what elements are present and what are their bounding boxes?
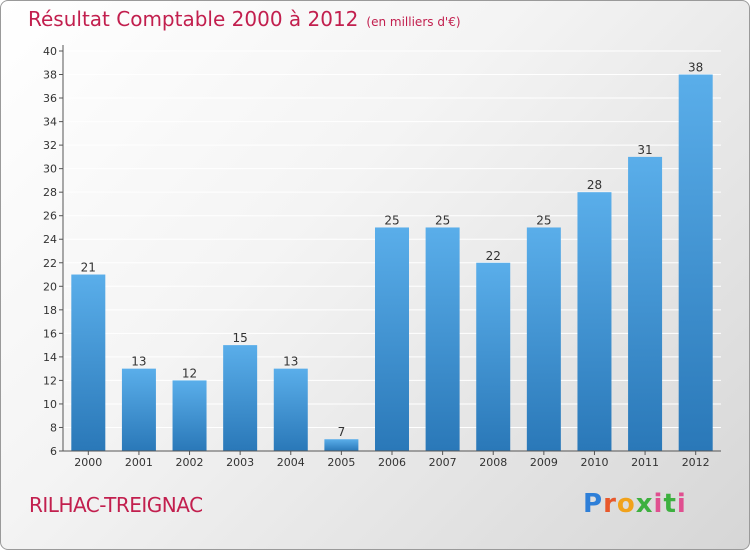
proxiti-logo[interactable]: Proxiti xyxy=(583,489,687,519)
y-tick-label: 8 xyxy=(50,421,57,434)
logo-letter: r xyxy=(603,489,617,519)
chart-title: Résultat Comptable 2000 à 2012 (en millie… xyxy=(28,7,461,31)
y-tick-label: 16 xyxy=(43,327,57,340)
chart-title-text: Résultat Comptable 2000 à 2012 xyxy=(28,7,359,31)
bar-2010 xyxy=(577,192,612,452)
x-tick-label-2008: 2008 xyxy=(479,456,507,469)
bar-2004 xyxy=(273,368,308,451)
bars xyxy=(71,74,713,452)
bar-2002 xyxy=(172,380,207,451)
x-tick-label-2004: 2004 xyxy=(277,456,305,469)
bar-2008 xyxy=(476,262,511,451)
y-tick-label: 40 xyxy=(43,45,57,58)
logo-letter: o xyxy=(616,489,636,519)
data-label-2007: 25 xyxy=(435,213,450,227)
bar-2001 xyxy=(121,368,156,451)
x-tick-label-2002: 2002 xyxy=(176,456,204,469)
y-tick-label: 34 xyxy=(43,116,57,129)
data-label-2011: 31 xyxy=(637,143,652,157)
axes xyxy=(59,45,721,455)
x-tick-label-2005: 2005 xyxy=(327,456,355,469)
bar-2006 xyxy=(375,227,409,451)
data-label-2002: 12 xyxy=(182,366,197,380)
x-tick-label-2009: 2009 xyxy=(530,456,558,469)
y-tick-label: 20 xyxy=(43,280,57,293)
y-tick-label: 24 xyxy=(43,233,57,246)
bar-2007 xyxy=(425,227,460,451)
y-tick-label: 10 xyxy=(43,398,57,411)
y-tick-label: 30 xyxy=(43,163,57,176)
bar-2003 xyxy=(223,345,258,451)
y-tick-label: 14 xyxy=(43,351,57,364)
data-label-2000: 21 xyxy=(81,261,96,275)
data-label-2005: 7 xyxy=(338,425,346,439)
logo-letter: t xyxy=(663,489,677,519)
x-tick-label-2012: 2012 xyxy=(682,456,710,469)
bar-2012 xyxy=(678,74,713,451)
x-tick-label-2010: 2010 xyxy=(580,456,608,469)
logo-letter: x xyxy=(635,489,654,519)
x-tick-label-2007: 2007 xyxy=(429,456,457,469)
logo-letter: i xyxy=(676,489,687,519)
data-label-2004: 13 xyxy=(283,355,298,369)
x-tick-label-2011: 2011 xyxy=(631,456,659,469)
bar-2011 xyxy=(628,156,663,451)
bar-2005 xyxy=(324,439,359,451)
logo-letter: P xyxy=(583,489,604,519)
data-label-2001: 13 xyxy=(131,355,146,369)
y-tick-label: 32 xyxy=(43,139,57,152)
chart-subtitle: (en milliers d'€) xyxy=(366,15,461,29)
data-label-2012: 38 xyxy=(688,61,703,75)
x-tick-label-2001: 2001 xyxy=(125,456,153,469)
y-tick-label: 26 xyxy=(43,210,57,223)
bar-2009 xyxy=(526,227,561,451)
data-label-2010: 28 xyxy=(587,178,602,192)
x-tick-label-2000: 2000 xyxy=(74,456,102,469)
y-tick-label: 36 xyxy=(43,92,57,105)
labels: 6 8 10 12 14 16 18 20 22 24 26 28 30 32 34 36 38 40 21 2000… xyxy=(43,45,710,469)
y-tick-label: 12 xyxy=(43,374,57,387)
logo-letter: i xyxy=(653,489,664,519)
y-tick-label: 18 xyxy=(43,304,57,317)
y-tick-label: 28 xyxy=(43,186,57,199)
data-label-2006: 25 xyxy=(384,213,399,227)
commune-name: RILHAC-TREIGNAC xyxy=(29,493,203,517)
y-tick-label: 6 xyxy=(50,445,57,458)
y-tick-label: 22 xyxy=(43,257,57,270)
y-tick-label: 38 xyxy=(43,69,57,82)
x-tick-label-2006: 2006 xyxy=(378,456,406,469)
data-label-2008: 22 xyxy=(486,249,501,263)
data-label-2009: 25 xyxy=(536,213,551,227)
data-label-2003: 15 xyxy=(233,331,248,345)
x-tick-label-2003: 2003 xyxy=(226,456,254,469)
bar-2000 xyxy=(71,274,106,451)
